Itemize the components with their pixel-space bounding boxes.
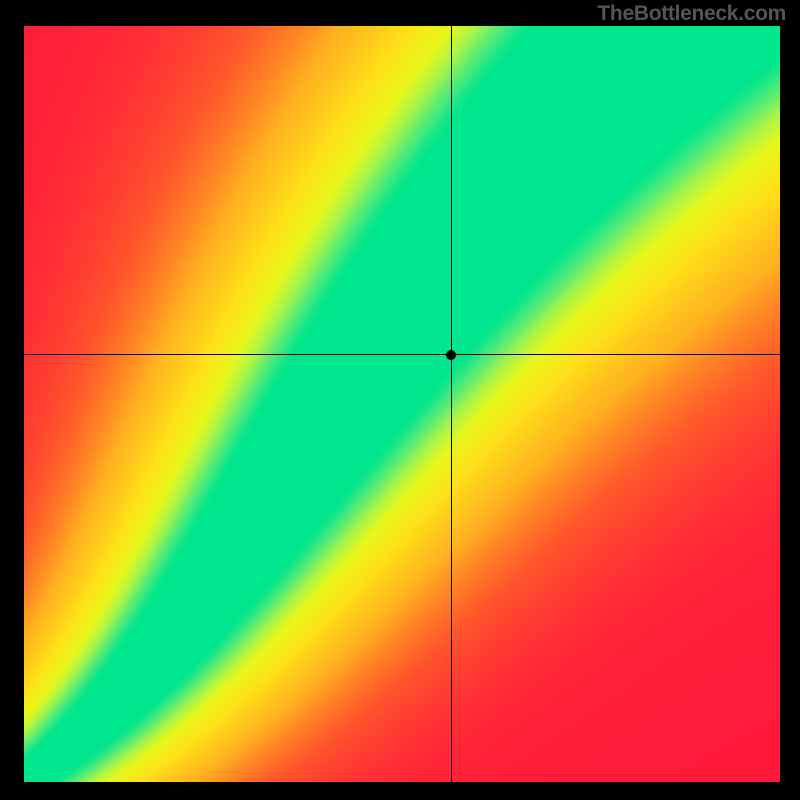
watermark-text: TheBottleneck.com xyxy=(597,2,786,26)
marker-dot xyxy=(446,350,456,360)
crosshair-horizontal xyxy=(24,354,780,355)
crosshair-vertical xyxy=(451,26,452,782)
chart-container: TheBottleneck.com xyxy=(0,0,800,800)
plot-frame xyxy=(23,25,779,781)
heatmap-canvas xyxy=(24,26,780,782)
